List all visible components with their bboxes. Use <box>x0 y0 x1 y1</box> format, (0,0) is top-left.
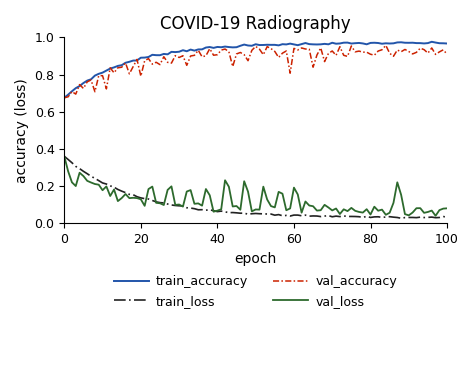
Legend: train_accuracy, train_loss, val_accuracy, val_loss: train_accuracy, train_loss, val_accuracy… <box>109 270 403 312</box>
Y-axis label: accuracy (loss): accuracy (loss) <box>15 78 29 183</box>
X-axis label: epoch: epoch <box>235 251 277 265</box>
Title: COVID-19 Radiography: COVID-19 Radiography <box>160 15 351 33</box>
